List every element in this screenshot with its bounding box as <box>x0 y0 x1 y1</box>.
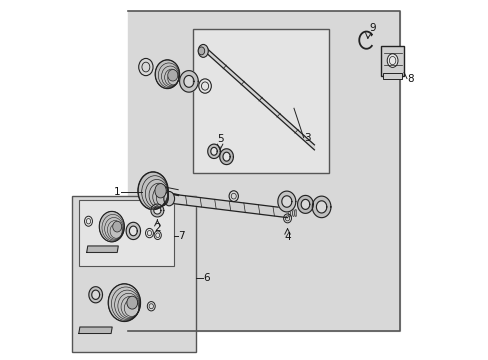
Polygon shape <box>86 246 118 252</box>
Polygon shape <box>171 194 287 218</box>
Ellipse shape <box>138 172 168 210</box>
Ellipse shape <box>167 69 178 81</box>
Ellipse shape <box>198 44 208 57</box>
Text: 7: 7 <box>178 231 184 240</box>
Text: 2: 2 <box>154 223 161 233</box>
Text: 4: 4 <box>284 232 290 242</box>
Polygon shape <box>79 327 112 333</box>
Ellipse shape <box>126 296 137 309</box>
Polygon shape <box>219 149 233 165</box>
Ellipse shape <box>108 284 140 321</box>
Polygon shape <box>206 48 314 150</box>
Text: 9: 9 <box>368 23 375 33</box>
Ellipse shape <box>294 210 296 217</box>
Text: 3: 3 <box>303 133 310 143</box>
Bar <box>79 200 174 266</box>
Polygon shape <box>179 71 198 92</box>
Text: 5: 5 <box>216 134 223 144</box>
Ellipse shape <box>198 47 204 55</box>
Ellipse shape <box>155 60 179 89</box>
Ellipse shape <box>292 210 294 217</box>
Text: 1: 1 <box>114 187 121 197</box>
Ellipse shape <box>163 192 174 206</box>
Polygon shape <box>312 196 330 218</box>
Ellipse shape <box>290 210 292 217</box>
Text: 8: 8 <box>406 73 413 84</box>
Polygon shape <box>89 287 102 303</box>
Ellipse shape <box>99 211 124 242</box>
Polygon shape <box>277 191 295 212</box>
Ellipse shape <box>288 210 290 217</box>
Text: 6: 6 <box>203 273 209 283</box>
Bar <box>72 196 196 352</box>
Ellipse shape <box>112 221 122 232</box>
Ellipse shape <box>386 54 397 67</box>
Polygon shape <box>126 222 140 239</box>
Polygon shape <box>128 12 400 330</box>
Polygon shape <box>297 195 313 213</box>
Polygon shape <box>151 204 163 217</box>
Bar <box>382 73 402 79</box>
Polygon shape <box>207 144 220 158</box>
FancyBboxPatch shape <box>380 45 403 76</box>
Ellipse shape <box>155 184 166 198</box>
Bar <box>192 30 328 173</box>
